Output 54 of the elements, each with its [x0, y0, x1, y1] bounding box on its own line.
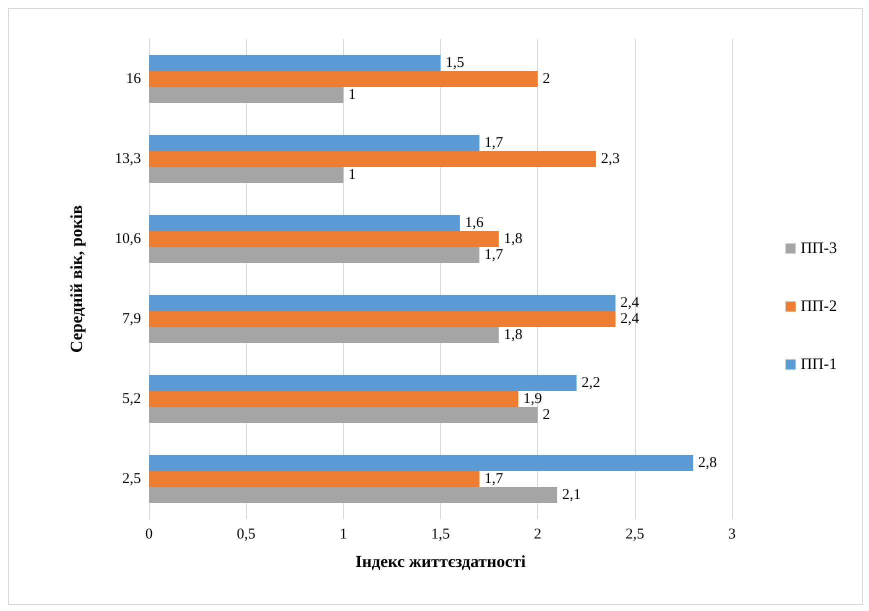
- data-label: 2,2: [582, 375, 600, 391]
- bar: [149, 327, 499, 343]
- bar: [149, 247, 480, 263]
- data-label: 2: [542, 71, 550, 87]
- legend-label: ПП-3: [800, 240, 837, 257]
- bar: [149, 311, 616, 327]
- bar: [149, 375, 577, 391]
- bar: [149, 71, 538, 87]
- data-label: 1,8: [504, 327, 523, 343]
- bar: [149, 295, 616, 311]
- data-label: 1,7: [484, 135, 504, 151]
- x-tick-label: 2: [534, 526, 542, 542]
- y-tick-label: 10,6: [114, 231, 142, 247]
- x-tick-label: 0: [145, 526, 153, 542]
- y-tick-label: 7,9: [122, 311, 141, 327]
- y-axis-title: Середній вік, років: [67, 205, 86, 353]
- data-label: 1: [348, 87, 356, 103]
- data-label: 2,3: [600, 151, 620, 167]
- data-label: 1,6: [464, 215, 484, 231]
- x-tick-label: 0,5: [236, 526, 256, 542]
- x-tick-label: 2,5: [625, 526, 644, 542]
- bar: [149, 167, 344, 183]
- x-tick-label: 3: [728, 526, 736, 542]
- data-label: 1,9: [523, 391, 542, 407]
- data-label: 1,8: [504, 231, 523, 247]
- y-tick-label: 5,2: [122, 391, 141, 407]
- data-label: 2,4: [620, 295, 640, 311]
- bar: [149, 455, 694, 471]
- legend-label: ПП-2: [800, 298, 837, 315]
- data-label: 2,8: [698, 455, 717, 471]
- bar: [149, 471, 480, 487]
- x-tick-label: 1,5: [431, 526, 450, 542]
- data-label: 1,7: [484, 247, 504, 263]
- x-axis-title: Індекс життєздатності: [355, 552, 526, 571]
- legend-label: ПП-1: [800, 356, 837, 373]
- data-label: 2,1: [562, 487, 581, 503]
- bar: [149, 151, 596, 167]
- data-label: 1,5: [446, 55, 464, 71]
- bar: [149, 487, 558, 503]
- data-label: 1: [348, 167, 356, 183]
- bar: [149, 135, 480, 151]
- bar: [149, 87, 344, 103]
- x-tick-label: 1: [340, 526, 348, 542]
- bar: [149, 407, 538, 423]
- bar: [149, 391, 518, 407]
- y-tick-label: 13,3: [114, 151, 141, 167]
- data-label: 2,4: [620, 311, 640, 327]
- bar: [149, 231, 499, 247]
- data-label: 1,7: [484, 471, 504, 487]
- data-label: 2: [542, 407, 550, 423]
- y-tick-label: 2,5: [122, 471, 141, 487]
- bar: [149, 55, 440, 71]
- bar: [149, 215, 460, 231]
- y-tick-label: 16: [126, 71, 142, 87]
